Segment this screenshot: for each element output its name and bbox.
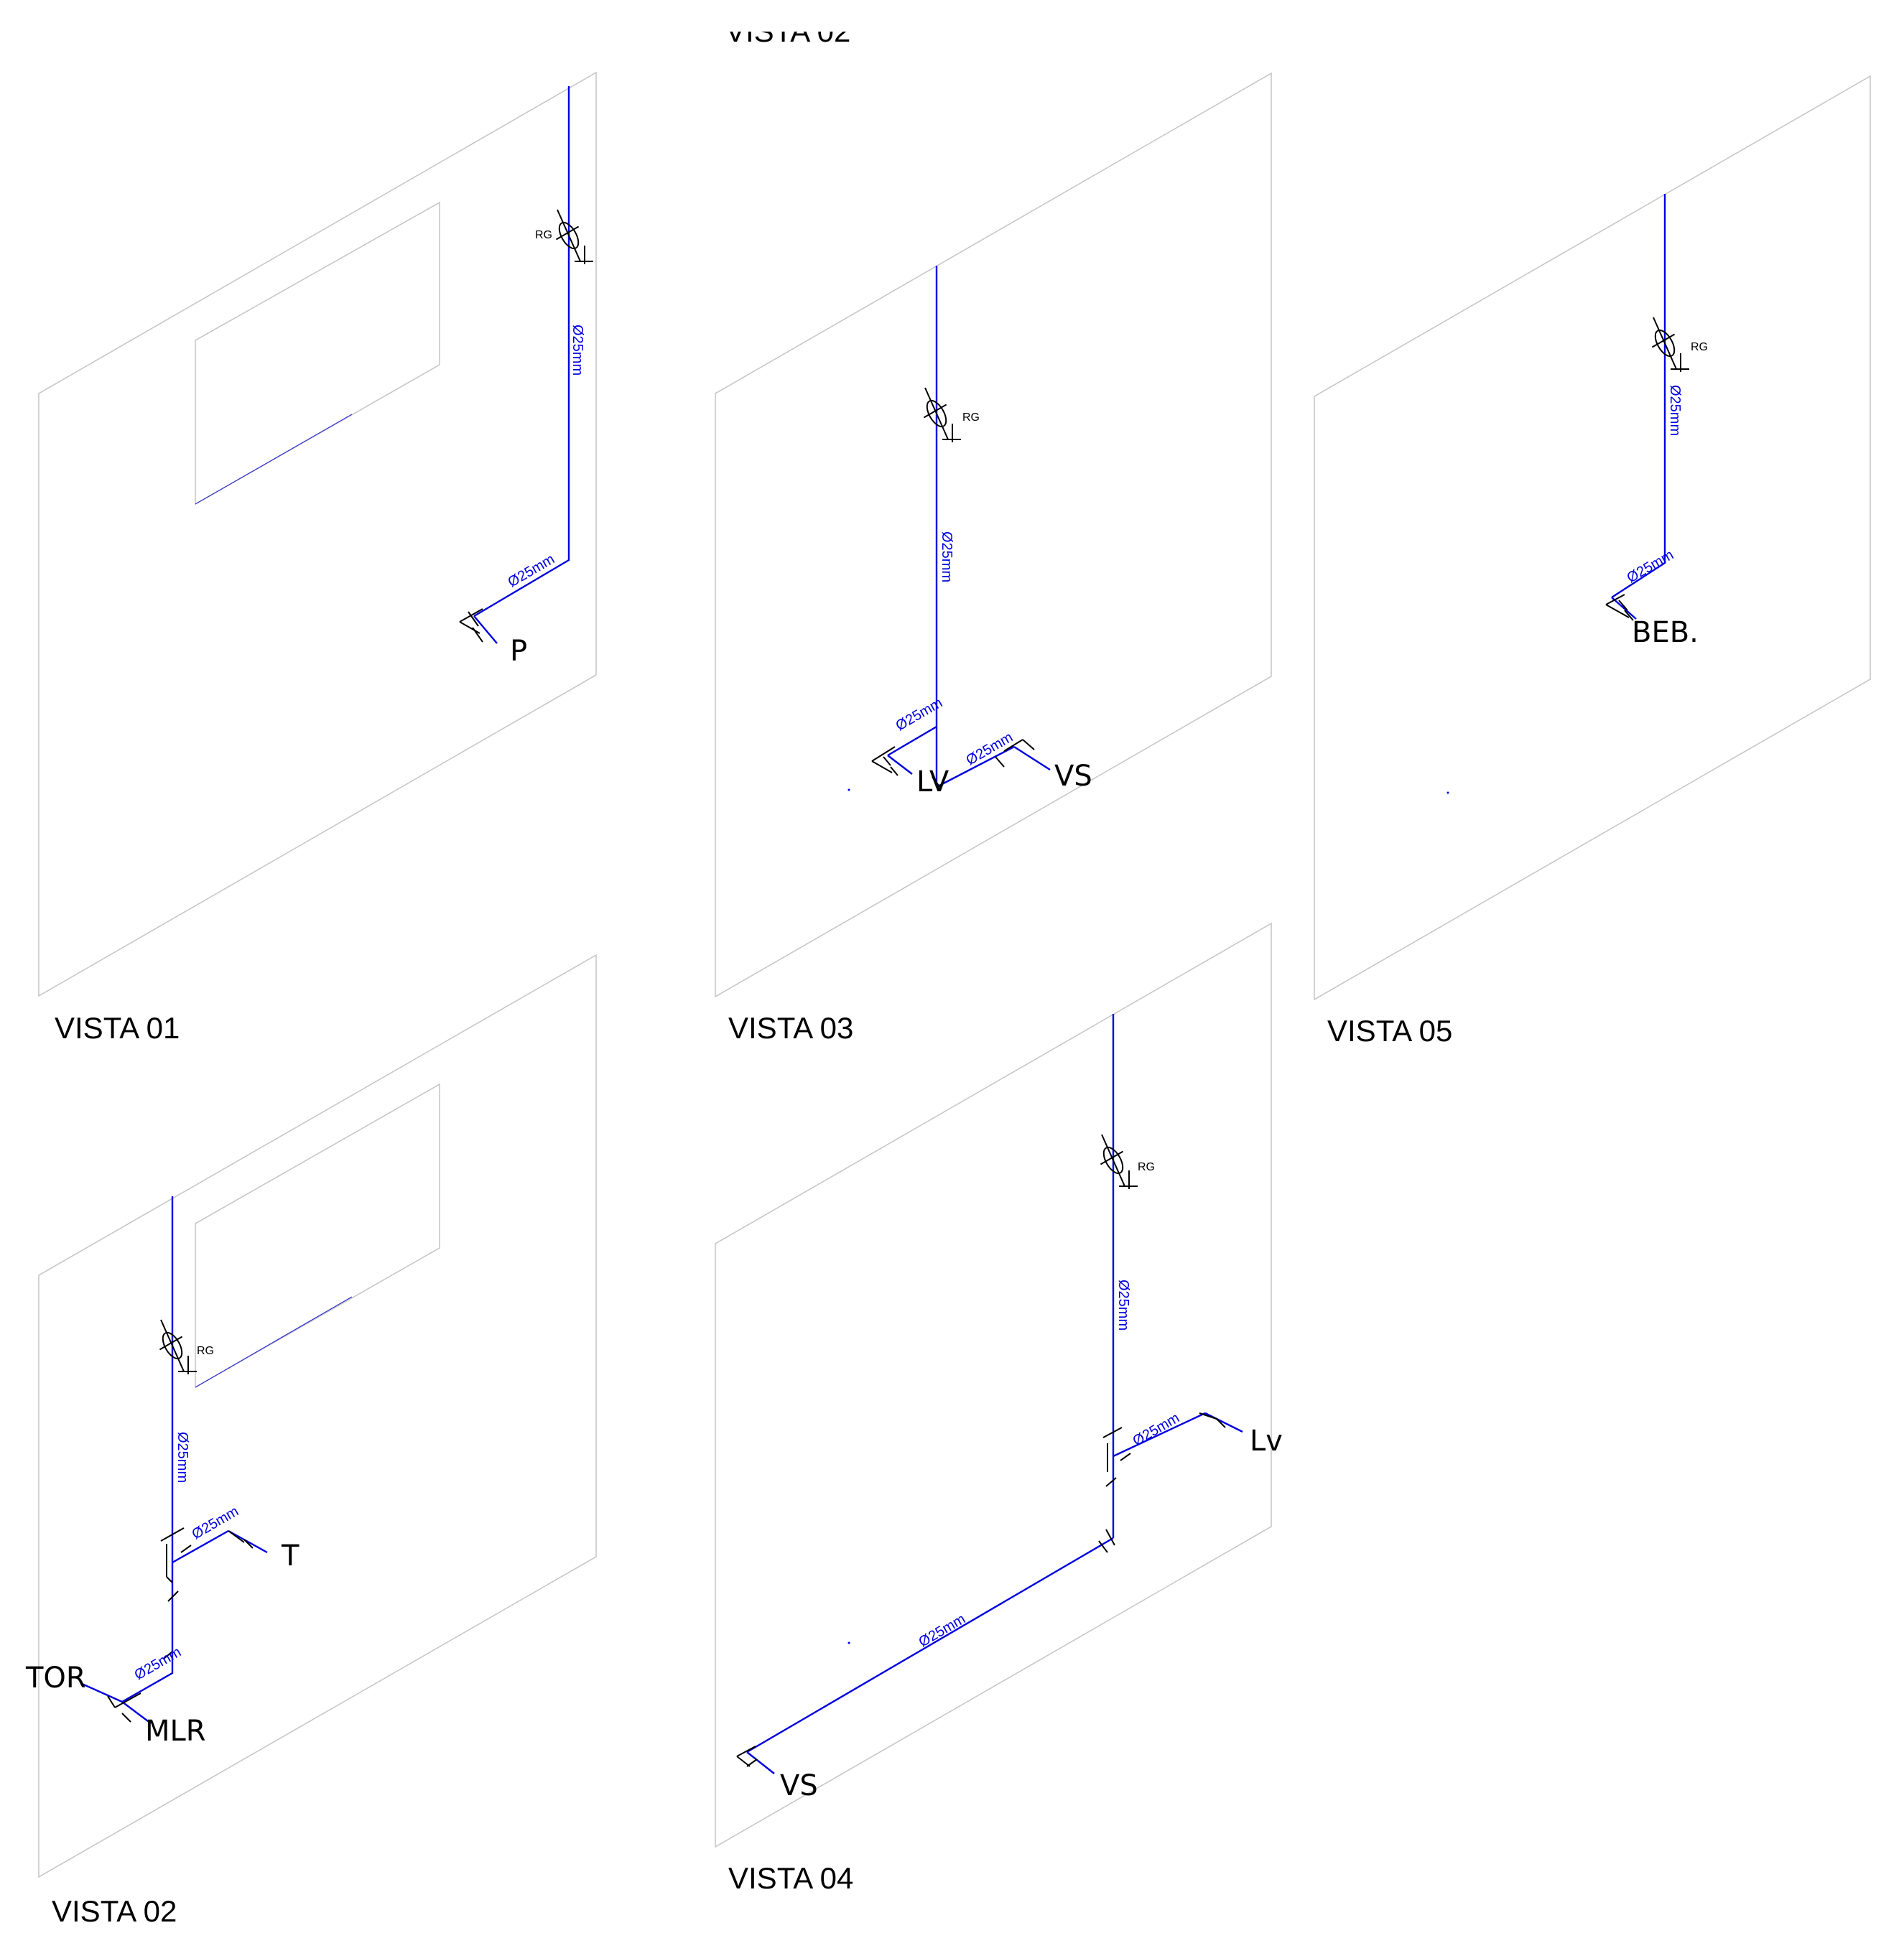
branch-pipe-mlr [121, 1701, 152, 1724]
branch-pipe-t [172, 1529, 229, 1564]
riser-dimension: Ø25mm [939, 531, 955, 582]
fitting-elbow [1003, 739, 1023, 752]
view-title: VISTA 04 [728, 1861, 853, 1895]
branch-pipe-lv [1113, 1412, 1206, 1458]
valve-label: RG [962, 411, 980, 424]
wall-plane [715, 72, 1272, 998]
window-opening [195, 1083, 440, 1389]
fixture-label-t: T [281, 1540, 299, 1573]
fixture-label-tor: TOR [25, 1662, 86, 1695]
ball-valve-icon [158, 1319, 198, 1375]
view-title: VISTA 05 [1327, 1014, 1452, 1048]
pipe-run [1611, 194, 1666, 599]
view-03: RG Ø25mm Ø25mm Ø25mm LV VS VISTA 03 [715, 72, 1272, 1045]
branch-pipe-lv [887, 725, 937, 757]
fixture-label: BEB. [1632, 616, 1699, 649]
insertion-point-marker [847, 1641, 850, 1644]
branch-dimension-tor: Ø25mm [132, 1644, 185, 1684]
ball-valve-icon [1099, 1134, 1138, 1190]
fixture-label-mlr: MLR [145, 1715, 206, 1748]
ball-valve-icon [554, 209, 594, 265]
view-02: RG Ø25mm Ø25mm Ø25mm T TOR MLR VISTA 02 [25, 954, 597, 1928]
wall-plane [715, 922, 1272, 1848]
branch-dimension-lv: Ø25mm [893, 695, 946, 735]
fixture-label-vs: VS [1054, 760, 1092, 793]
top-title-fragment: VISTA 02 [711, 0, 883, 48]
view-04: RG Ø25mm Ø25mm Ø25mm Lv VS VISTA 04 [715, 922, 1283, 1895]
valve-label: RG [1691, 341, 1708, 353]
view-01: RG Ø25mm Ø25mm P VISTA 01 [38, 71, 597, 1045]
riser-dimension: Ø25mm [1115, 1280, 1131, 1331]
branch-pipe-vs [936, 745, 1015, 788]
insertion-point-marker [1446, 791, 1449, 794]
view-05: RG Ø25mm Ø25mm BEB. VISTA 05 [1314, 75, 1871, 1048]
ball-valve-icon [1650, 317, 1690, 373]
wall-plane [38, 954, 597, 1878]
valve-label: RG [197, 1345, 214, 1357]
branch-dimension-vs: Ø25mm [916, 1611, 969, 1651]
wall-plane [1314, 75, 1871, 1001]
fitting-elbow [1199, 1412, 1217, 1420]
tee-fitting [1102, 1427, 1123, 1438]
view-title: VISTA 02 [52, 1894, 177, 1928]
fixture-label-lv: Lv [1250, 1425, 1283, 1458]
view-title: VISTA 03 [728, 1011, 853, 1045]
window-sill-line [195, 414, 353, 505]
fitting-elbow [1605, 594, 1625, 605]
branch-dimension-t: Ø25mm [190, 1504, 242, 1543]
tee-fitting [160, 1527, 185, 1542]
window-opening [195, 201, 440, 506]
fitting-elbow [736, 1746, 756, 1757]
branch-dimension-lv: Ø25mm [1130, 1410, 1183, 1450]
fitting-elbow [871, 746, 896, 762]
window-sill-line [195, 1296, 353, 1388]
pipe-stub [473, 615, 498, 644]
view-title: VISTA 01 [55, 1011, 180, 1045]
riser-dimension: Ø25mm [570, 325, 585, 376]
fixture-label-lv: LV [916, 765, 949, 798]
branch-dimension: Ø25mm [1625, 547, 1677, 587]
riser-dimension: Ø25mm [175, 1432, 190, 1483]
valve-label: RG [535, 229, 552, 241]
fitting-elbow [107, 1695, 116, 1708]
fixture-label: P [510, 635, 527, 668]
valve-label: RG [1138, 1161, 1155, 1173]
pipe-run [473, 86, 570, 618]
pipe-stub [1611, 597, 1637, 620]
insertion-point-marker [847, 788, 850, 791]
wall-plane [38, 71, 597, 997]
riser-dimension: Ø25mm [1667, 385, 1683, 436]
ball-valve-icon [922, 387, 962, 443]
pipe-run [80, 1196, 174, 1703]
branch-pipe-vs [746, 1537, 1114, 1753]
fixture-label-vs: VS [780, 1769, 818, 1802]
